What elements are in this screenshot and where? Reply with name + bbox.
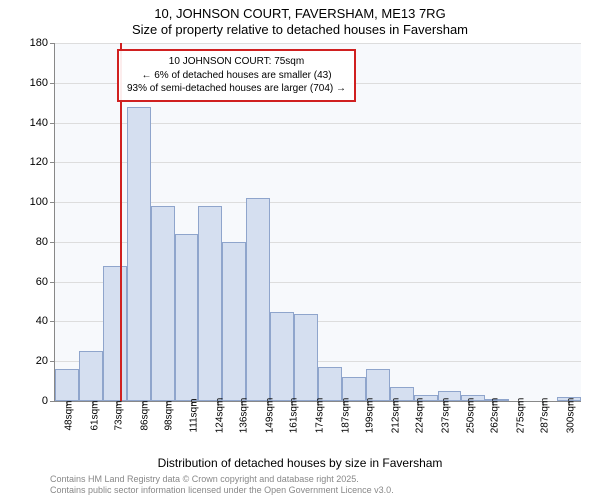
x-tick-label: 73sqm — [113, 400, 124, 430]
y-tick-mark — [50, 361, 55, 362]
y-tick-label: 40 — [36, 315, 48, 327]
gridline — [55, 43, 581, 44]
x-tick-label: 287sqm — [540, 398, 551, 434]
annotation-line3: 93% of semi-detached houses are larger (… — [127, 82, 346, 96]
y-tick-mark — [50, 162, 55, 163]
histogram-bar — [270, 312, 294, 402]
histogram-bar — [222, 242, 246, 401]
y-tick-mark — [50, 282, 55, 283]
x-tick-label: 86sqm — [139, 400, 150, 430]
y-tick-mark — [50, 401, 55, 402]
y-tick-mark — [50, 202, 55, 203]
y-tick-mark — [50, 123, 55, 124]
histogram-bar — [318, 367, 342, 401]
plot-area: 10 JOHNSON COURT: 75sqm ← 6% of detached… — [54, 43, 581, 402]
y-tick-label: 140 — [30, 117, 48, 129]
y-tick-mark — [50, 43, 55, 44]
y-tick-label: 160 — [30, 77, 48, 89]
histogram-bar — [294, 314, 318, 402]
x-tick-label: 48sqm — [63, 400, 74, 430]
x-tick-label: 237sqm — [440, 398, 451, 434]
annotation-box: 10 JOHNSON COURT: 75sqm ← 6% of detached… — [117, 49, 356, 102]
x-tick-label: 161sqm — [289, 398, 300, 434]
y-tick-mark — [50, 321, 55, 322]
histogram-bar — [103, 266, 127, 401]
chart-title-line2: Size of property relative to detached ho… — [0, 22, 600, 37]
histogram-bar — [127, 107, 151, 401]
annotation-line2: ← 6% of detached houses are smaller (43) — [127, 69, 346, 83]
x-tick-label: 136sqm — [239, 398, 250, 434]
histogram-bar — [198, 206, 222, 401]
y-tick-mark — [50, 242, 55, 243]
histogram-bar — [175, 234, 199, 401]
x-tick-label: 124sqm — [215, 398, 226, 434]
x-tick-label: 224sqm — [414, 398, 425, 434]
x-tick-label: 187sqm — [340, 398, 351, 434]
x-tick-label: 174sqm — [315, 398, 326, 434]
histogram-bar — [151, 206, 175, 401]
x-tick-label: 300sqm — [566, 398, 577, 434]
histogram-bar — [246, 198, 270, 401]
x-tick-label: 250sqm — [466, 398, 477, 434]
footnote-line1: Contains HM Land Registry data © Crown c… — [50, 474, 394, 486]
chart-title-line1: 10, JOHNSON COURT, FAVERSHAM, ME13 7RG — [0, 6, 600, 21]
y-tick-mark — [50, 83, 55, 84]
x-tick-label: 61sqm — [89, 400, 100, 430]
y-tick-label: 0 — [42, 395, 48, 407]
x-tick-label: 212sqm — [390, 398, 401, 434]
x-tick-label: 149sqm — [265, 398, 276, 434]
x-tick-label: 199sqm — [364, 398, 375, 434]
histogram-bar — [366, 369, 390, 401]
y-tick-label: 100 — [30, 196, 48, 208]
y-tick-label: 60 — [36, 276, 48, 288]
x-tick-label: 98sqm — [163, 400, 174, 430]
y-tick-label: 120 — [30, 156, 48, 168]
x-axis-label: Distribution of detached houses by size … — [0, 456, 600, 470]
x-tick-label: 275sqm — [516, 398, 527, 434]
y-tick-label: 20 — [36, 355, 48, 367]
x-tick-label: 262sqm — [490, 398, 501, 434]
y-tick-label: 80 — [36, 236, 48, 248]
x-tick-label: 111sqm — [189, 398, 200, 432]
footnote: Contains HM Land Registry data © Crown c… — [50, 474, 394, 497]
y-tick-label: 180 — [30, 37, 48, 49]
annotation-line1: 10 JOHNSON COURT: 75sqm — [127, 55, 346, 69]
histogram-bar — [55, 369, 79, 401]
histogram-bar — [79, 351, 103, 401]
footnote-line2: Contains public sector information licen… — [50, 485, 394, 497]
